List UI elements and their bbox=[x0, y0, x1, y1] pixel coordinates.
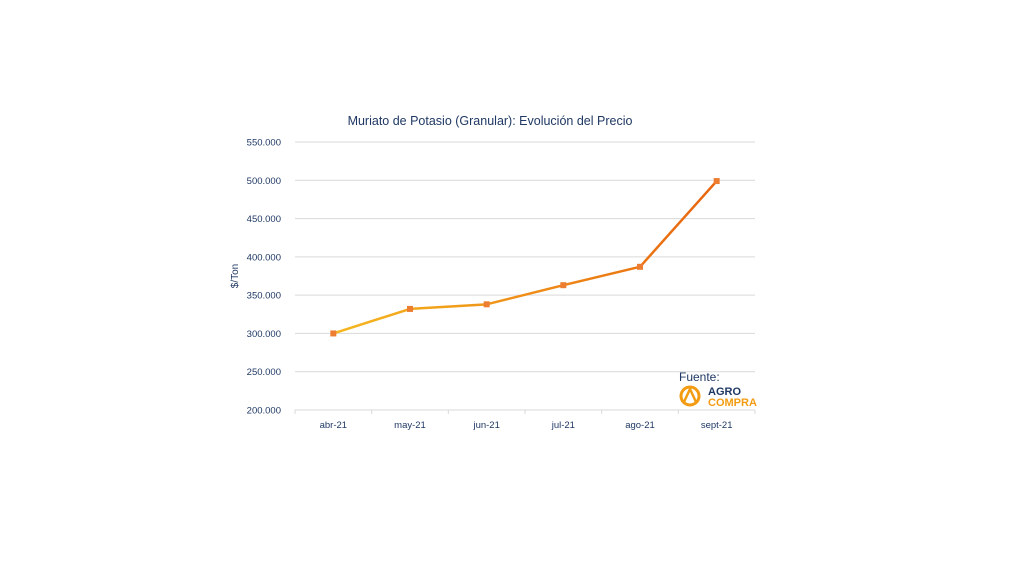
data-point bbox=[330, 330, 337, 337]
y-tick-label: 400.000 bbox=[247, 252, 281, 263]
y-tick-label: 200.000 bbox=[247, 406, 281, 417]
y-tick-label: 250.000 bbox=[247, 367, 281, 378]
y-tick-label: 350.000 bbox=[247, 291, 281, 302]
logo-compra-text: COMPRA bbox=[708, 397, 757, 409]
x-axis-ticks: abr-21 may-21 jun-21 jul-21 ago-21 sept-21 bbox=[294, 410, 756, 431]
x-tick-label: abr-21 bbox=[320, 420, 347, 431]
y-tick-label: 500.000 bbox=[247, 176, 281, 187]
x-tick-label: ago-21 bbox=[625, 420, 655, 431]
x-tick-label: sept-21 bbox=[701, 420, 733, 431]
chart-title: Muriato de Potasio (Granular): Evolución… bbox=[348, 114, 633, 128]
data-point bbox=[713, 178, 720, 185]
y-axis-label: $/Ton bbox=[230, 264, 241, 288]
data-point bbox=[637, 263, 643, 270]
y-tick-label: 450.000 bbox=[247, 214, 281, 225]
gridlines bbox=[295, 141, 755, 411]
x-tick-label: jun-21 bbox=[472, 420, 499, 431]
x-tick-label: jul-21 bbox=[551, 420, 575, 431]
source-logo: Fuente: AGRO COMPRA bbox=[679, 370, 757, 409]
agrocompra-logo-icon bbox=[679, 385, 701, 407]
data-point bbox=[407, 305, 413, 312]
series-layer bbox=[330, 178, 720, 337]
y-axis-ticks: 200.000 250.000 300.000 350.000 400.000 450.0… bbox=[247, 138, 281, 417]
logo-agro-text: AGRO bbox=[708, 386, 741, 398]
y-tick-label: 300.000 bbox=[247, 329, 281, 340]
data-point bbox=[560, 282, 567, 289]
x-tick-label: may-21 bbox=[394, 420, 426, 431]
data-point bbox=[483, 301, 490, 308]
y-tick-label: 550.000 bbox=[247, 138, 281, 149]
source-label: Fuente: bbox=[679, 370, 720, 384]
series-line bbox=[332, 180, 718, 335]
